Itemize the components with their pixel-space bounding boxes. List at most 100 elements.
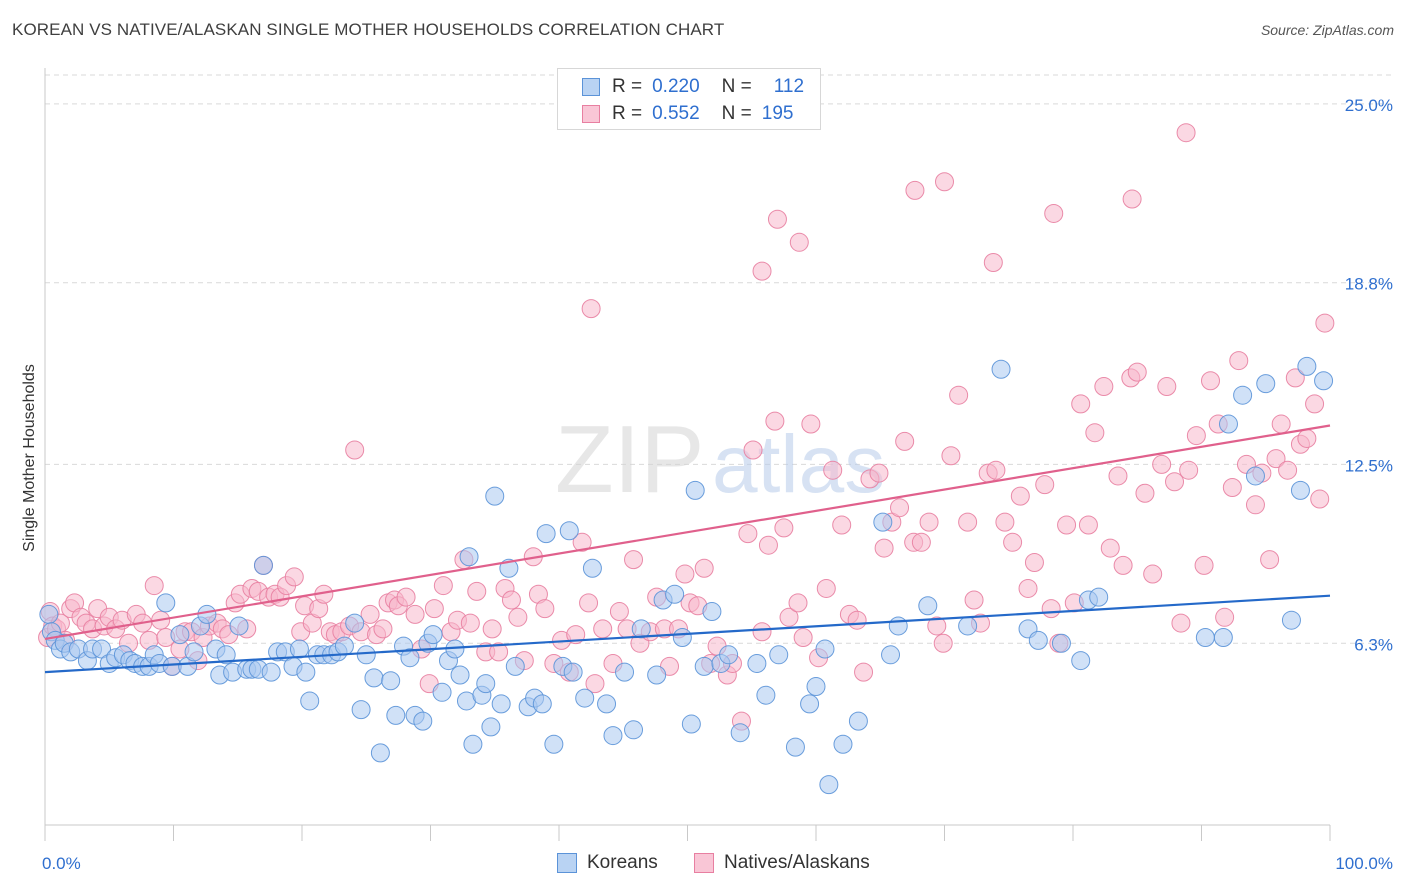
native-point bbox=[738, 524, 758, 544]
korean-point bbox=[345, 613, 365, 633]
korean-point bbox=[356, 645, 376, 665]
native-point bbox=[1108, 466, 1128, 486]
y-tick-label: 18.8% bbox=[1345, 275, 1393, 294]
native-point bbox=[964, 590, 984, 610]
korean-point bbox=[631, 619, 651, 639]
korean-point bbox=[400, 648, 420, 668]
korean-point bbox=[1213, 628, 1233, 647]
korean-point bbox=[1028, 630, 1048, 650]
korean-point bbox=[300, 691, 320, 711]
korean-point bbox=[1245, 466, 1265, 486]
native-point bbox=[788, 593, 808, 613]
native-point bbox=[1310, 489, 1330, 509]
korean-point bbox=[289, 639, 309, 659]
korean-point bbox=[1281, 610, 1301, 630]
korean-point bbox=[597, 694, 617, 714]
korean-point bbox=[918, 596, 938, 616]
korean-point bbox=[296, 662, 316, 682]
native-trend-line bbox=[44, 424, 1331, 641]
korean-point bbox=[563, 662, 583, 682]
source-label: Source: ZipAtlas.com bbox=[1260, 22, 1394, 38]
native-point bbox=[854, 662, 874, 682]
native-point bbox=[779, 607, 799, 627]
native-point bbox=[1186, 426, 1206, 446]
native-point bbox=[752, 622, 772, 642]
native-point bbox=[1003, 532, 1023, 552]
native-point bbox=[1085, 423, 1105, 443]
native-point bbox=[1245, 495, 1265, 515]
korean-point bbox=[815, 639, 835, 659]
korean-point bbox=[370, 743, 390, 763]
native-point bbox=[986, 460, 1006, 480]
korean-point bbox=[334, 636, 354, 656]
korean-point bbox=[769, 645, 789, 665]
native-point bbox=[895, 431, 915, 451]
korean-point bbox=[491, 694, 511, 714]
native-point bbox=[1071, 394, 1091, 414]
stats-row-korean: R = 0.220 N = 112 bbox=[582, 74, 804, 100]
native-point bbox=[816, 578, 836, 598]
native-point bbox=[1041, 599, 1061, 619]
native-point bbox=[1024, 553, 1044, 572]
native-point bbox=[581, 299, 601, 319]
korean-point bbox=[364, 668, 384, 688]
native-point bbox=[1010, 486, 1030, 506]
korean-point bbox=[582, 558, 602, 578]
korean-point bbox=[544, 734, 564, 754]
native-point bbox=[1305, 394, 1325, 414]
korean-points bbox=[39, 356, 1334, 795]
native-point bbox=[1094, 377, 1114, 397]
korean-point bbox=[1297, 356, 1317, 376]
native-point bbox=[869, 463, 889, 483]
native-point bbox=[801, 414, 821, 434]
native-point bbox=[774, 518, 794, 538]
native-point bbox=[1165, 472, 1185, 492]
korean-point bbox=[505, 656, 525, 676]
korean-point bbox=[39, 604, 59, 624]
native-point bbox=[1194, 555, 1214, 575]
korean-point bbox=[615, 662, 635, 682]
native-point bbox=[1113, 555, 1133, 575]
watermark: ZIP atlas bbox=[555, 406, 885, 513]
native-point bbox=[1229, 351, 1249, 371]
korean-point bbox=[485, 486, 505, 506]
native-point bbox=[482, 619, 502, 639]
korean-point bbox=[197, 604, 217, 624]
korean-point bbox=[888, 616, 908, 636]
legend: Koreans Natives/Alaskans bbox=[0, 852, 1406, 876]
korean-point bbox=[261, 662, 281, 682]
korean-point bbox=[647, 665, 667, 685]
native-point bbox=[933, 633, 953, 653]
native-point bbox=[675, 564, 695, 584]
native-point bbox=[1315, 313, 1335, 333]
native-point bbox=[1157, 377, 1177, 397]
korean-point bbox=[1218, 414, 1238, 434]
korean-swatch bbox=[582, 78, 600, 96]
korean-point bbox=[1314, 371, 1334, 391]
korean-point bbox=[575, 688, 595, 708]
native-point bbox=[345, 440, 365, 460]
korean-point bbox=[386, 705, 406, 725]
native-point bbox=[823, 460, 843, 480]
native-point bbox=[1018, 578, 1038, 598]
native-r-value: 0.552 bbox=[652, 103, 700, 124]
native-point bbox=[396, 587, 416, 607]
native-point bbox=[941, 446, 961, 466]
native-point bbox=[1215, 607, 1235, 627]
korean-point bbox=[481, 717, 501, 737]
korean-point bbox=[881, 645, 901, 665]
native-point bbox=[424, 599, 444, 619]
native-point bbox=[1271, 414, 1291, 434]
native-point bbox=[905, 180, 925, 200]
native-n-value: 195 bbox=[761, 103, 794, 124]
korean-point bbox=[873, 512, 893, 532]
legend-korean-label: Koreans bbox=[587, 852, 658, 873]
stats-row-native: R = 0.552 N = 195 bbox=[582, 101, 793, 127]
native-point bbox=[949, 385, 969, 405]
native-point bbox=[1127, 362, 1147, 382]
native-point bbox=[874, 538, 894, 558]
korean-point bbox=[806, 677, 826, 697]
native-point bbox=[983, 253, 1003, 272]
korean-point bbox=[819, 775, 839, 795]
